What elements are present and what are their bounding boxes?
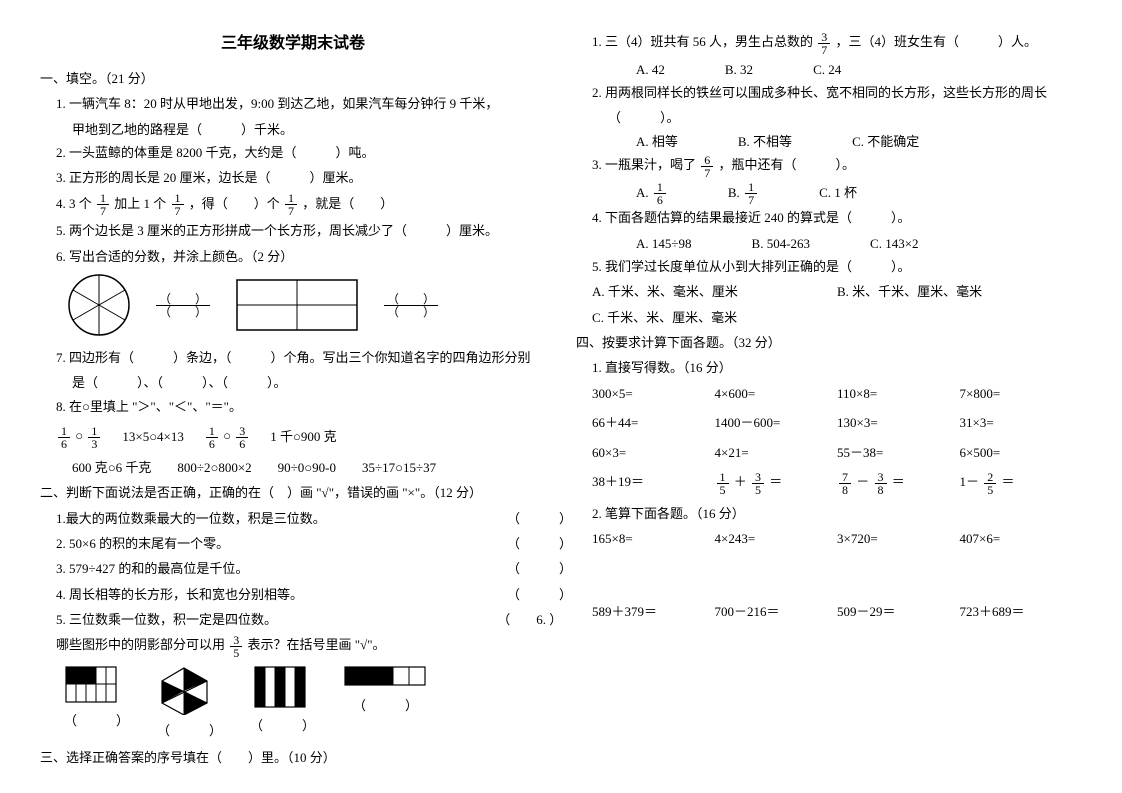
s1-q1b: 甲地到乙地的路程是（ ）千米。	[72, 118, 546, 141]
r4-d: 1－ 25 ＝	[960, 470, 1083, 496]
s1-q7b: 是（ ）、（ ）、（ ）。	[72, 371, 546, 394]
section-3-head: 三、选择正确答案的序号填在（ ）里。（10 分）	[40, 746, 546, 769]
s1-q5: 5. 两个边长是 3 厘米的正方形拼成一个长方形，周长减少了（ ）厘米。	[56, 219, 546, 242]
section-4-head: 四、按要求计算下面各题。（32 分）	[576, 331, 1082, 354]
calc-r5: 165×8=4×243=3×720=407×6=	[592, 527, 1082, 550]
s3-q4-opts: A. 145÷98 B. 504-263 C. 143×2	[636, 232, 1082, 255]
q3-opt-a: A. 16	[636, 181, 668, 207]
exam-page: 三年级数学期末试卷 一、填空。（21 分） 1. 一辆汽车 8：20 时从甲地出…	[40, 30, 1082, 772]
q1-opt-c: C. 24	[813, 58, 841, 81]
r4-a: 38＋19＝	[592, 470, 715, 496]
q8-row1: 16 ○ 13 13×5○4×13 16 ○ 36 1 千○900 克	[56, 424, 546, 450]
s1-q7a: 7. 四边形有（ ）条边，（ ）个角。写出三个你知道名字的四角边形分别	[56, 346, 546, 369]
frac-6-7: 67	[701, 154, 713, 179]
s1-q6: 6. 写出合适的分数，并涂上颜色。（2 分）	[56, 245, 546, 268]
right-column: 1. 三（4）班共有 56 人，男生占总数的 37 ，三（4）班女生有（ ）人。…	[576, 30, 1082, 772]
calc-r4: 38＋19＝ 15 ＋ 35 ＝ 78 － 38 ＝ 1－ 25 ＝	[592, 470, 1082, 496]
calc-r2: 66＋44=1400－600=130×3=31×3=	[592, 411, 1082, 434]
q1-opt-a: A. 42	[636, 58, 665, 81]
s2-q5: 5. 三位数乘一位数，积一定是四位数。（ ）6.	[56, 608, 546, 631]
s3-q5-opts-row1: A. 千米、米、毫米、厘米 B. 米、千米、厘米、毫米	[592, 280, 1082, 303]
s3-q3-opts: A. 16 B. 17 C. 1 杯	[636, 181, 1082, 207]
s3-q2a: 2. 用两根同样长的铁丝可以围成多种长、宽不相同的长方形，这些长方形的周长	[592, 81, 1082, 104]
r4-b: 15 ＋ 35 ＝	[715, 470, 838, 496]
s3-q3: 3. 一瓶果汁，喝了 67 ，瓶中还有（ ）。	[592, 153, 1082, 179]
s3-q2b: （ ）。	[608, 106, 1082, 129]
s1-q8: 8. 在○里填上 "＞"、"＜"、"＝"。	[56, 395, 546, 418]
r4-c: 78 － 38 ＝	[837, 470, 960, 496]
rect-paren: （ ）（ ）	[382, 293, 440, 318]
frac-1-7-b: 17	[172, 192, 184, 217]
fig-a: （ ）	[64, 665, 129, 742]
q5-opt-a: A. 千米、米、毫米、厘米	[592, 280, 837, 303]
q4-part-c: ，得（ ）个	[189, 196, 280, 211]
q2-opt-a: A. 相等	[636, 130, 678, 153]
q4-opt-a: A. 145÷98	[636, 232, 692, 255]
s2-q2: 2. 50×6 的积的末尾有一个零。（ ）	[56, 532, 546, 555]
fig-b: （ ）	[157, 665, 222, 742]
q3-opt-b: B. 17	[728, 181, 759, 207]
rect-figure	[232, 275, 362, 335]
s2-q3: 3. 579÷427 的和的最高位是千位。（ ）	[56, 557, 546, 580]
q2-opt-b: B. 不相等	[738, 130, 792, 153]
q1-opt-b: B. 32	[725, 58, 753, 81]
fig-d: （ ）	[343, 665, 428, 742]
s3-q1-opts: A. 42 B. 32 C. 24	[636, 58, 1082, 81]
frac-1-7-a: 17	[97, 192, 109, 217]
calc-r6: 589＋379＝700－216＝509－29＝723＋689＝	[592, 600, 1082, 623]
s1-q3: 3. 正方形的周长是 20 厘米，边长是（ ）厘米。	[56, 166, 546, 189]
q4-part-a: 4. 3 个	[56, 196, 92, 211]
q4-opt-c: C. 143×2	[870, 232, 919, 255]
exam-title: 三年级数学期末试卷	[40, 30, 546, 59]
frac-3-5: 35	[230, 634, 242, 659]
s1-q1a: 1. 一辆汽车 8：20 时从甲地出发，9:00 到达乙地，如果汽车每分钟行 9…	[56, 92, 546, 115]
q6-four-figures: （ ） （ ） （ ）	[64, 665, 546, 742]
s3-q5: 5. 我们学过长度单位从小到大排列正确的是（ ）。	[592, 255, 1082, 278]
circle-paren: （ ）（ ）	[154, 293, 212, 318]
left-column: 三年级数学期末试卷 一、填空。（21 分） 1. 一辆汽车 8：20 时从甲地出…	[40, 30, 546, 772]
q8-r1-item3: 16 ○ 36	[204, 424, 250, 450]
circle-figure	[64, 270, 134, 340]
s3-q1: 1. 三（4）班共有 56 人，男生占总数的 37 ，三（4）班女生有（ ）人。	[592, 30, 1082, 56]
fig-c: （ ）	[250, 665, 315, 742]
q3-opt-c: C. 1 杯	[819, 181, 857, 207]
s2-q6: 哪些图形中的阴影部分可以用 35 表示？在括号里画 "√"。	[56, 633, 546, 659]
q8-r1-item2: 13×5○4×13	[122, 425, 184, 448]
section-1-head: 一、填空。（21 分）	[40, 67, 546, 90]
frac-3-7: 37	[818, 31, 830, 56]
frac-1-7-c: 17	[285, 192, 297, 217]
calc-r3: 60×3=4×21=55－38=6×500=	[592, 441, 1082, 464]
q8-r1-item1: 16 ○ 13	[56, 424, 102, 450]
s1-q4: 4. 3 个 17 加上 1 个 17 ，得（ ）个 17 ，就是（ ）	[56, 192, 546, 218]
s2-q4: 4. 周长相等的长方形，长和宽也分别相等。（ ）	[56, 583, 546, 606]
q4-opt-b: B. 504-263	[752, 232, 811, 255]
s3-q4: 4. 下面各题估算的结果最接近 240 的算式是（ ）。	[592, 206, 1082, 229]
s4-sub2: 2. 笔算下面各题。（16 分）	[592, 502, 1082, 525]
q6-figures: （ ）（ ） （ ）（ ）	[64, 270, 546, 340]
s4-sub1: 1. 直接写得数。（16 分）	[592, 356, 1082, 379]
q4-part-b: 加上 1 个	[114, 196, 166, 211]
s3-q2-opts: A. 相等 B. 不相等 C. 不能确定	[636, 130, 1082, 153]
q8-r1-item4: 1 千○900 克	[270, 425, 336, 448]
q8-row2: 600 克○6 千克 800÷2○800×2 90÷0○90-0 35÷17○1…	[72, 456, 546, 479]
q5-opt-b: B. 米、千米、厘米、毫米	[837, 280, 1082, 303]
section-2-head: 二、判断下面说法是否正确，正确的在（ ）画 "√"，错误的画 "×"。（12 分…	[40, 481, 546, 504]
s1-q2: 2. 一头蓝鲸的体重是 8200 千克，大约是（ ）吨。	[56, 141, 546, 164]
q4-part-d: ，就是（ ）	[302, 196, 393, 211]
q5-opt-c: C. 千米、米、厘米、毫米	[592, 306, 1082, 329]
q2-opt-c: C. 不能确定	[852, 130, 919, 153]
s2-q1: 1.最大的两位数乘最大的一位数，积是三位数。（ ）	[56, 507, 546, 530]
calc-r1: 300×5=4×600=110×8=7×800=	[592, 382, 1082, 405]
